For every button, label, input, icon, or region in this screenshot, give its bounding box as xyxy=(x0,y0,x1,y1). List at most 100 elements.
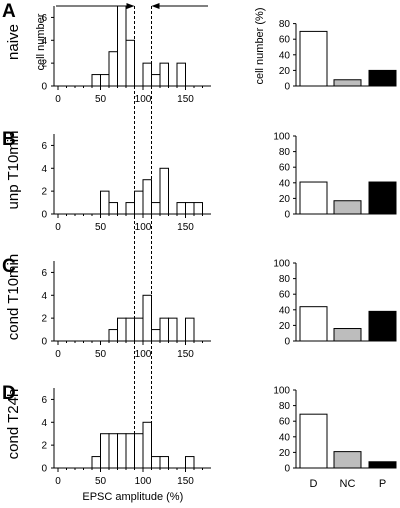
hist-y-label: cell number xyxy=(35,13,47,70)
row-label: unp T10min xyxy=(5,131,22,210)
pct-category-label-d: D xyxy=(310,478,318,490)
hist-x-tick-label: 150 xyxy=(177,349,194,360)
pct-y-tick-label: 0 xyxy=(284,464,290,475)
hist-x-tick-label: 0 xyxy=(55,476,61,487)
hist-bar xyxy=(193,202,203,215)
pct-y-tick-label: 20 xyxy=(279,194,291,205)
pct-bar-d xyxy=(299,306,328,342)
pct-y-tick-label: 60 xyxy=(279,290,291,301)
hist-y-tick-label: 0 xyxy=(41,337,47,348)
hist-bar xyxy=(142,62,152,87)
hist-y-tick-label: 6 xyxy=(41,268,47,279)
hist-bar xyxy=(185,456,195,469)
panel-letter-d: D xyxy=(2,383,16,404)
row-label: cond T10min xyxy=(5,254,22,340)
hist-y-tick-label: 4 xyxy=(41,291,47,302)
hist-bar xyxy=(142,294,152,342)
pct-y-tick-label: 100 xyxy=(273,386,290,397)
pct-bar-d xyxy=(299,30,328,87)
hist-bar xyxy=(151,74,161,87)
panel-letter-c: C xyxy=(2,256,16,277)
hist-bar xyxy=(100,433,110,469)
pct-bar-nc xyxy=(333,328,362,342)
pct-y-tick-label: 40 xyxy=(279,50,291,61)
hist-bar xyxy=(125,202,135,215)
hist-y-tick-label: 6 xyxy=(41,141,47,152)
hist-bar xyxy=(117,317,127,342)
hist-bar xyxy=(100,190,110,215)
pct-y-tick-label: 40 xyxy=(279,432,291,443)
hist-bar xyxy=(108,433,118,469)
pct-bar-p xyxy=(368,69,397,87)
pct-bar-nc xyxy=(333,79,362,87)
hist-y-tick-label: 4 xyxy=(41,418,47,429)
pct-y-tick-label: 100 xyxy=(273,259,290,270)
hist-bar xyxy=(117,5,127,87)
pct-bar-nc xyxy=(333,451,362,469)
x-axis-footer: EPSC amplitude (%) xyxy=(82,491,183,503)
hist-bar xyxy=(142,421,152,469)
hist-bar xyxy=(91,456,101,469)
pct-y-tick-label: 80 xyxy=(279,147,291,158)
hist-bar xyxy=(91,74,101,87)
pct-bar-d xyxy=(299,413,328,469)
hist-x-tick-label: 50 xyxy=(95,94,107,105)
hist-y-tick-label: 2 xyxy=(41,59,47,70)
pct-y-tick-label: 40 xyxy=(279,178,291,189)
hist-x-tick-label: 50 xyxy=(95,476,107,487)
hist-y-tick-label: 6 xyxy=(41,13,47,24)
hist-x-tick-label: 50 xyxy=(95,222,107,233)
hist-bar xyxy=(108,329,118,342)
hist-x-tick-label: 0 xyxy=(55,222,61,233)
hist-bar xyxy=(117,433,127,469)
pct-y-tick-label: 40 xyxy=(279,305,291,316)
hist-bar xyxy=(185,317,195,342)
hist-y-tick-label: 4 xyxy=(41,164,47,175)
hist-bar xyxy=(100,74,110,87)
hist-bar xyxy=(176,202,186,215)
hist-x-tick-label: 150 xyxy=(177,476,194,487)
pct-y-tick-label: 80 xyxy=(279,19,291,30)
hist-y-tick-label: 6 xyxy=(41,395,47,406)
overlay-lines xyxy=(56,3,208,470)
pct-y-tick-label: 60 xyxy=(279,35,291,46)
hist-x-tick-label: 100 xyxy=(135,476,152,487)
hist-y-tick-label: 0 xyxy=(41,464,47,475)
hist-bar xyxy=(159,456,169,469)
hist-bar xyxy=(159,62,169,87)
hist-bar xyxy=(151,202,161,215)
pct-category-label-nc: NC xyxy=(340,478,356,490)
hist-bar xyxy=(151,456,161,469)
pct-bar-p xyxy=(368,310,397,342)
hist-bar xyxy=(185,202,195,215)
hist-y-tick-label: 4 xyxy=(41,36,47,47)
hist-bar xyxy=(142,179,152,215)
hist-x-tick-label: 100 xyxy=(135,94,152,105)
hist-y-tick-label: 2 xyxy=(41,187,47,198)
pct-y-label: cell number (%) xyxy=(254,7,266,84)
pct-bar-p xyxy=(368,461,397,469)
hist-bar xyxy=(168,317,178,342)
panel-letter-b: B xyxy=(2,129,16,150)
pct-y-tick-label: 60 xyxy=(279,163,291,174)
hist-bar xyxy=(125,317,135,342)
pct-y-tick-label: 20 xyxy=(279,321,291,332)
hist-bar xyxy=(134,433,144,469)
hist-bar xyxy=(134,190,144,215)
hist-y-tick-label: 2 xyxy=(41,441,47,452)
hist-y-tick-label: 0 xyxy=(41,210,47,221)
hist-y-tick-label: 0 xyxy=(41,82,47,93)
hist-x-label: EPSC amplitude (%) xyxy=(82,491,183,503)
hist-bar xyxy=(108,51,118,87)
hist-x-tick-label: 50 xyxy=(95,349,107,360)
pct-y-tick-label: 20 xyxy=(279,66,291,77)
pct-y-tick-label: 100 xyxy=(273,132,290,143)
pct-bar-d xyxy=(299,181,328,215)
pct-y-tick-label: 0 xyxy=(284,210,290,221)
hist-bar xyxy=(125,39,135,87)
pct-category-label-p: P xyxy=(379,478,386,490)
